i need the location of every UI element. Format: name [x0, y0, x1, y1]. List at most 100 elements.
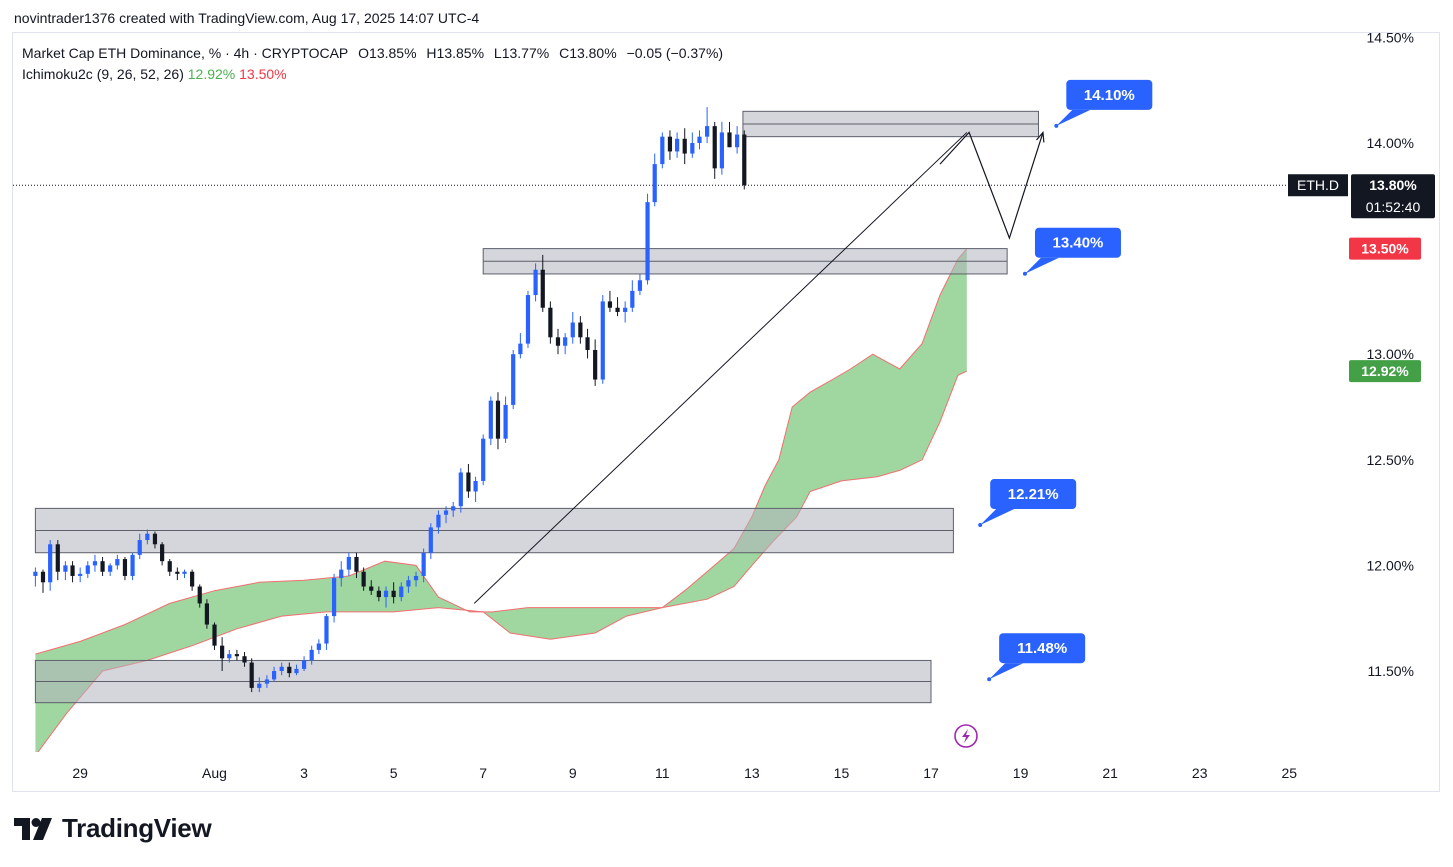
x-tick-label: 29 — [72, 765, 88, 781]
projection-arrowhead — [1036, 130, 1045, 143]
candle-body — [406, 580, 411, 587]
candle-body — [697, 136, 702, 143]
candle-body — [63, 565, 68, 572]
candle-body — [309, 649, 314, 661]
callout-pointer-1 — [1056, 109, 1091, 126]
legend-change: −0.05 (−0.37%) — [626, 45, 724, 61]
legend-open: O13.85% — [358, 45, 417, 61]
candle-body — [70, 565, 75, 576]
candle-body — [369, 586, 374, 591]
callout-anchor-2 — [1022, 271, 1027, 276]
lightning-glyph — [962, 729, 970, 743]
candle-body — [346, 556, 351, 570]
candle-body — [279, 666, 284, 671]
candle-body — [271, 671, 277, 680]
candle-body — [660, 136, 665, 165]
candle-body — [108, 565, 113, 572]
ichimoku-span-a: 12.92% — [187, 66, 236, 82]
candle-body — [555, 337, 561, 346]
candle-body — [443, 510, 449, 515]
candle-body — [48, 544, 53, 583]
candle-body — [705, 126, 710, 137]
y-tick-label: 12.00% — [1367, 557, 1414, 573]
byline: novintrader1376 created with TradingView… — [14, 10, 480, 26]
candle-body — [122, 559, 128, 576]
callout-box-1 — [1066, 79, 1153, 110]
candle-body — [563, 337, 568, 346]
candle-body — [242, 656, 247, 663]
candle-body — [436, 514, 441, 528]
candle-body — [234, 654, 240, 657]
candle-body — [548, 307, 553, 338]
tradingview-wordmark: TradingView — [62, 813, 212, 843]
candle-body — [55, 544, 60, 572]
ichimoku-legend: Ichimoku2c (9, 26, 52, 26) 12.92% 13.50% — [22, 66, 287, 82]
candle-body — [339, 569, 344, 579]
candle-body — [212, 624, 217, 646]
candle-body — [190, 571, 195, 587]
candle-body — [354, 556, 359, 572]
candle-body — [742, 134, 747, 186]
legend-close: C13.80% — [559, 45, 617, 61]
candle-body — [630, 290, 635, 308]
candle-body — [100, 561, 105, 572]
candle-body — [428, 527, 433, 553]
x-tick-label: 11 — [655, 765, 670, 781]
candle-body — [145, 533, 150, 541]
candle-body — [727, 132, 732, 148]
callout-box-4 — [999, 633, 1086, 664]
ichimoku-label: Ichimoku2c (9, 26, 52, 26) — [22, 66, 184, 82]
candle-body — [503, 404, 508, 439]
symbol-legend: Market Cap ETH Dominance, % · 4h · CRYPT… — [22, 45, 729, 61]
candle-body — [78, 573, 83, 576]
callout-anchor-3 — [978, 523, 983, 528]
candle-body — [137, 540, 142, 555]
ichimoku-cloud — [35, 248, 967, 752]
candle-body — [182, 571, 187, 574]
x-tick-label: 21 — [1102, 765, 1118, 781]
chart-frame[interactable] — [12, 32, 1440, 792]
x-tick-label: 3 — [300, 765, 308, 781]
candle-body — [607, 301, 613, 308]
callout-label-2: 13.40% — [1053, 235, 1104, 252]
candle-body — [712, 126, 717, 169]
candle-body — [175, 571, 180, 574]
candle-body — [458, 472, 463, 507]
candle-body — [682, 138, 687, 154]
candle-body — [593, 349, 598, 380]
tradingview-logo-icon — [14, 817, 52, 840]
candle-body — [637, 280, 643, 291]
callout-pointer-2 — [1024, 257, 1059, 274]
candle-body — [85, 565, 90, 574]
x-tick-label: 17 — [923, 765, 939, 781]
candle-body — [361, 571, 366, 587]
callout-box-2 — [1034, 227, 1121, 258]
x-tick-label: 23 — [1192, 765, 1208, 781]
x-tick-label: Aug — [202, 765, 227, 781]
candle-body — [324, 616, 329, 644]
candle-body — [511, 354, 516, 405]
trendline — [473, 132, 968, 604]
callout-label-4: 11.48% — [1017, 640, 1067, 657]
candle-body — [92, 561, 98, 566]
tradingview-logo[interactable]: TradingView — [14, 813, 212, 844]
legend-title: Market Cap ETH Dominance, % · 4h · CRYPT… — [22, 45, 349, 61]
y-tick-label: 14.00% — [1367, 135, 1414, 151]
last-price-countdown: 01:52:40 — [1366, 199, 1421, 215]
candle-body — [495, 400, 501, 439]
last-price-tag — [1351, 174, 1435, 219]
y-tick-label: 14.50% — [1367, 29, 1414, 45]
symbol-tag — [1288, 174, 1348, 197]
candle-body — [257, 683, 262, 688]
ichimoku-red-tag-label: 13.50% — [1361, 241, 1409, 257]
callout-pointer-4 — [989, 663, 1024, 680]
ichimoku-span-b: 13.50% — [239, 66, 287, 82]
y-tick-label: 13.00% — [1367, 346, 1414, 362]
candle-body — [540, 269, 545, 308]
callout-pointer-3 — [980, 509, 1015, 526]
x-tick-label: 15 — [834, 765, 850, 781]
candle-body — [399, 586, 404, 598]
candle-body — [160, 544, 165, 562]
candle-body — [152, 533, 158, 545]
